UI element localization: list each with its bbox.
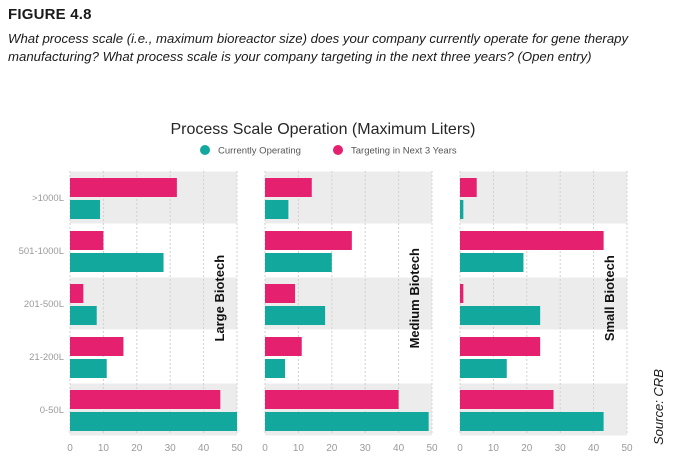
legend-label-target: Targeting in Next 3 Years — [351, 146, 457, 157]
bar-current — [460, 412, 604, 431]
bar-current — [460, 359, 507, 378]
survey-question: What process scale (i.e., maximum biorea… — [8, 31, 629, 64]
bar-current — [70, 306, 97, 325]
row-band — [460, 171, 627, 224]
bar-target — [265, 337, 302, 356]
bar-current — [265, 253, 332, 272]
bar-target — [265, 390, 399, 409]
category-label: >1000L — [32, 193, 64, 204]
category-label: 501-1000L — [19, 246, 64, 257]
x-tick-label: 10 — [488, 443, 500, 454]
x-tick-label: 0 — [457, 443, 463, 454]
bar-target — [460, 231, 604, 250]
legend: Currently Operating Targeting in Next 3 … — [200, 145, 457, 157]
x-tick-label: 30 — [165, 443, 177, 454]
x-tick-label: 50 — [231, 443, 243, 454]
category-axis: >1000L 501-1000L 201-500L 21-200L 0-50L — [19, 193, 64, 416]
bar-current — [265, 306, 326, 325]
bar-current — [460, 306, 541, 325]
bar-target — [460, 390, 554, 409]
legend-swatch-target — [333, 145, 343, 155]
panel-large-biotech: 0 10 20 30 40 50 Large Biotech — [67, 171, 243, 454]
x-tick-label: 20 — [131, 443, 143, 454]
legend-label-current: Currently Operating — [218, 146, 301, 157]
bar-target — [70, 390, 221, 409]
panel-medium-biotech: 0 10 20 30 40 50 Medium Biotech — [262, 171, 438, 454]
x-tick-label: 30 — [555, 443, 567, 454]
x-tick-label: 40 — [393, 443, 405, 454]
bar-target — [70, 231, 104, 250]
bar-current — [460, 200, 464, 219]
panel-title: Small Biotech — [602, 255, 617, 341]
bar-target — [265, 231, 352, 250]
bar-current — [70, 200, 101, 219]
row-band — [70, 277, 237, 330]
x-tick-label: 20 — [521, 443, 533, 454]
x-tick-label: 50 — [621, 443, 633, 454]
panel-small-biotech: 0 10 20 30 40 50 Small Biotech — [457, 171, 633, 454]
legend-swatch-current — [200, 145, 210, 155]
x-tick-label: 40 — [198, 443, 210, 454]
panel-title: Large Biotech — [212, 255, 227, 342]
bar-current — [70, 412, 237, 431]
bar-target — [265, 178, 312, 197]
x-tick-label: 30 — [360, 443, 372, 454]
category-label: 0-50L — [40, 405, 64, 416]
category-label: 201-500L — [24, 299, 64, 310]
bar-target — [460, 284, 464, 303]
chart-panels: 0 10 20 30 40 50 Large Biotech 0 10 20 30 40 50 Mediu… — [67, 171, 633, 454]
bar-target — [460, 178, 477, 197]
panel-title: Medium Biotech — [407, 248, 422, 348]
bar-current — [265, 359, 286, 378]
bar-current — [265, 412, 429, 431]
bar-target — [460, 337, 541, 356]
x-tick-label: 10 — [98, 443, 110, 454]
bar-current — [70, 253, 164, 272]
chart-title: Process Scale Operation (Maximum Liters) — [171, 121, 476, 138]
category-label: 21-200L — [29, 352, 64, 363]
figure-label: FIGURE 4.8 — [8, 6, 92, 23]
x-tick-label: 40 — [588, 443, 600, 454]
x-tick-label: 50 — [426, 443, 438, 454]
bar-target — [70, 178, 177, 197]
source-note: Source: CRB — [651, 369, 666, 445]
bar-target — [265, 284, 296, 303]
bar-current — [70, 359, 107, 378]
bar-current — [265, 200, 289, 219]
x-tick-label: 10 — [293, 443, 305, 454]
x-tick-label: 20 — [326, 443, 338, 454]
bar-current — [460, 253, 524, 272]
bar-target — [70, 337, 124, 356]
x-tick-label: 0 — [262, 443, 268, 454]
x-tick-label: 0 — [67, 443, 73, 454]
bar-target — [70, 284, 84, 303]
